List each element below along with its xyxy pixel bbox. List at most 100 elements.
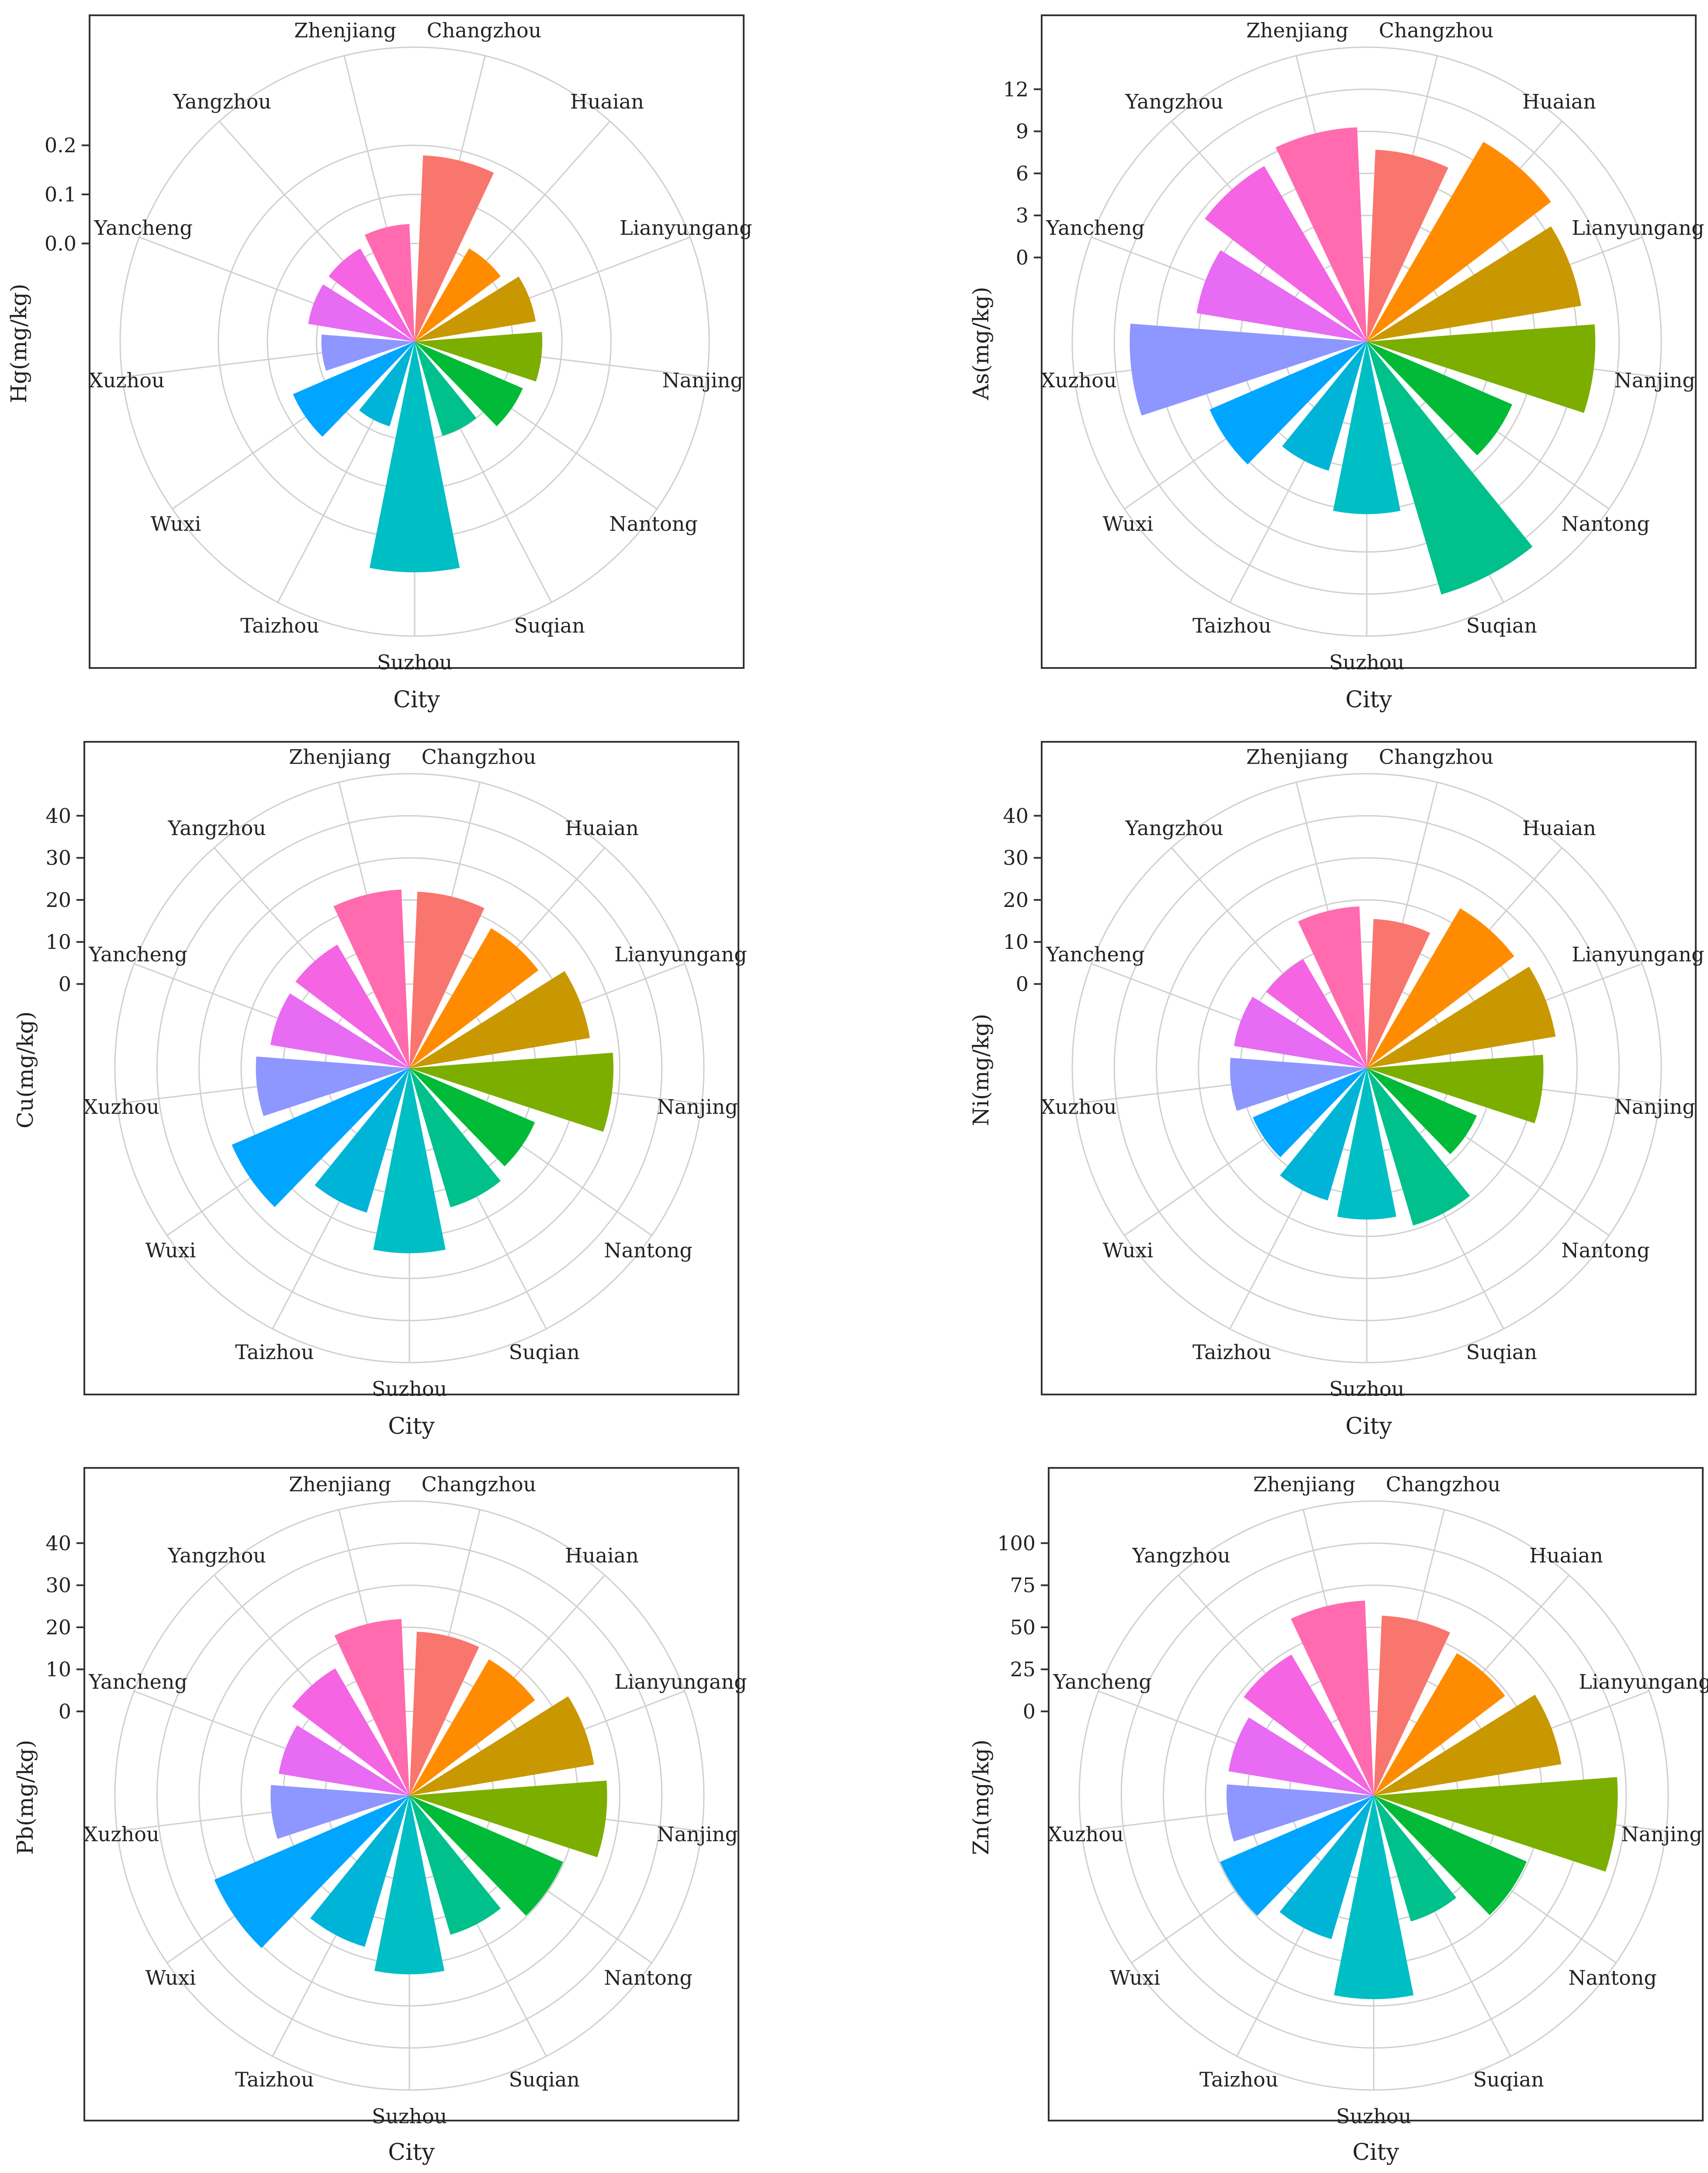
bar-suzhou — [369, 342, 460, 572]
bar-yangzhou — [1244, 1654, 1374, 1796]
city-label: Suqian — [1466, 1340, 1537, 1364]
city-label: Zhenjiang — [1253, 1472, 1355, 1496]
city-label: Wuxi — [146, 1966, 196, 1990]
city-label: Yangzhou — [1125, 90, 1223, 114]
city-label: Xuzhou — [1041, 369, 1117, 392]
bar-suqian — [1367, 1068, 1470, 1226]
city-label: Wuxi — [1103, 512, 1154, 536]
bar-suqian — [1367, 342, 1533, 595]
city-label: Suzhou — [1329, 1377, 1404, 1401]
y-axis-title: Ni(mg/kg) — [968, 1014, 994, 1126]
y-tick-label: 0.1 — [45, 183, 76, 206]
city-label: Yancheng — [88, 1670, 187, 1694]
y-tick-label: 40 — [45, 1531, 71, 1555]
city-label: Suzhou — [372, 2104, 447, 2128]
city-label: Huaian — [1522, 817, 1596, 840]
city-label: Nantong — [604, 1239, 693, 1262]
bar-xuzhou — [270, 1785, 409, 1839]
bar-xuzhou — [1129, 323, 1367, 416]
city-label: Nantong — [604, 1966, 693, 1990]
city-label: Taizhou — [1199, 2068, 1278, 2091]
bar-taizhou — [315, 1068, 409, 1213]
grid-circle — [1120, 1542, 1627, 2049]
city-label: Xuzhou — [83, 1095, 159, 1119]
bar-lianyungang — [415, 277, 536, 342]
y-axis-title: Pb(mg/kg) — [13, 1740, 38, 1855]
y-tick-label: 0 — [59, 972, 71, 996]
city-label: Yangzhou — [1125, 817, 1223, 840]
city-label: Taizhou — [1192, 1340, 1271, 1364]
city-label: Lianyungang — [1572, 216, 1705, 240]
bar-suzhou — [373, 1068, 446, 1253]
y-tick-label: 10 — [1003, 930, 1029, 954]
bar-wuxi — [232, 1068, 409, 1207]
bar-changzhou — [1367, 919, 1431, 1068]
city-label: Xuzhou — [89, 369, 165, 392]
x-axis-title: City — [1352, 2139, 1399, 2166]
y-tick-label: 10 — [45, 1657, 71, 1681]
bar-suzhou — [1334, 1796, 1414, 1999]
bar-wuxi — [1209, 342, 1367, 465]
outer-grid-circle — [1071, 773, 1662, 1363]
city-label: Zhenjiang — [289, 745, 391, 768]
bar-zhenjiang — [1298, 906, 1367, 1068]
grid-circle — [156, 1542, 663, 2049]
city-label: Changzhou — [1386, 1472, 1501, 1496]
bar-suzhou — [374, 1796, 444, 1975]
city-label: Changzhou — [1379, 745, 1494, 768]
y-tick-label: 10 — [45, 930, 71, 954]
city-label: Nantong — [1561, 1239, 1650, 1262]
city-label: Taizhou — [235, 2068, 314, 2091]
y-tick-label: 30 — [45, 1574, 71, 1597]
city-label: Yancheng — [1046, 216, 1145, 240]
outer-grid-circle — [114, 1500, 705, 2091]
bar-yancheng — [278, 1725, 409, 1796]
bar-taizhou — [1280, 1068, 1367, 1201]
city-label: Nanjing — [1621, 1823, 1702, 1846]
bar-nantong — [1374, 1796, 1527, 1915]
bar-suqian — [409, 1796, 501, 1935]
bar-yangzhou — [295, 945, 409, 1068]
city-label: Yancheng — [1046, 943, 1145, 966]
city-label: Nantong — [1568, 1966, 1657, 1990]
bar-huaian — [415, 248, 501, 342]
city-label: Suqian — [1466, 614, 1537, 637]
chart-panel-cu: Changzhou Huaian Lianyungang Nanjing Nantong… — [13, 741, 747, 1439]
bar-changzhou — [1367, 149, 1448, 342]
bar-zhenjiang — [334, 1619, 409, 1796]
city-label: Huaian — [570, 90, 644, 114]
bar-suzhou — [1333, 342, 1401, 514]
bar-yancheng — [1234, 997, 1367, 1068]
y-tick-label: 0 — [59, 1699, 71, 1723]
city-label: Yangzhou — [1132, 1544, 1230, 1567]
city-label: Suqian — [1473, 2068, 1544, 2091]
y-tick-label: 0 — [1016, 972, 1029, 996]
x-axis-title: City — [388, 2139, 435, 2166]
y-tick-label: 3 — [1016, 204, 1029, 227]
city-label: Lianyungang — [1572, 943, 1705, 966]
bar-xuzhou — [256, 1056, 409, 1116]
y-tick-label: 25 — [1010, 1657, 1036, 1681]
x-axis-title: City — [1345, 687, 1392, 713]
bar-huaian — [1367, 142, 1551, 342]
bar-lianyungang — [1367, 966, 1556, 1068]
x-axis-title: City — [388, 1413, 435, 1439]
city-label: Suqian — [509, 2068, 579, 2091]
bar-nantong — [1367, 342, 1512, 456]
bar-nanjing — [1367, 1055, 1544, 1124]
bar-xuzhou — [1226, 1784, 1374, 1842]
city-label: Taizhou — [235, 1340, 314, 1364]
city-label: Zhenjiang — [294, 18, 396, 42]
bar-wuxi — [1220, 1796, 1374, 1916]
city-label: Nanjing — [657, 1823, 738, 1846]
bar-nanjing — [1367, 324, 1596, 413]
bar-taizhou — [1282, 342, 1367, 471]
x-axis-title: City — [1345, 1413, 1392, 1439]
chart-panel-zn: Changzhou Huaian Lianyungang Nanjing Nantong… — [968, 1467, 1708, 2166]
city-label: Huaian — [1522, 90, 1596, 114]
city-label: Suqian — [509, 1340, 579, 1364]
bar-nanjing — [409, 1780, 607, 1858]
y-tick-label: 20 — [45, 1616, 71, 1639]
bar-yancheng — [308, 284, 415, 342]
city-label: Suzhou — [372, 1377, 447, 1401]
